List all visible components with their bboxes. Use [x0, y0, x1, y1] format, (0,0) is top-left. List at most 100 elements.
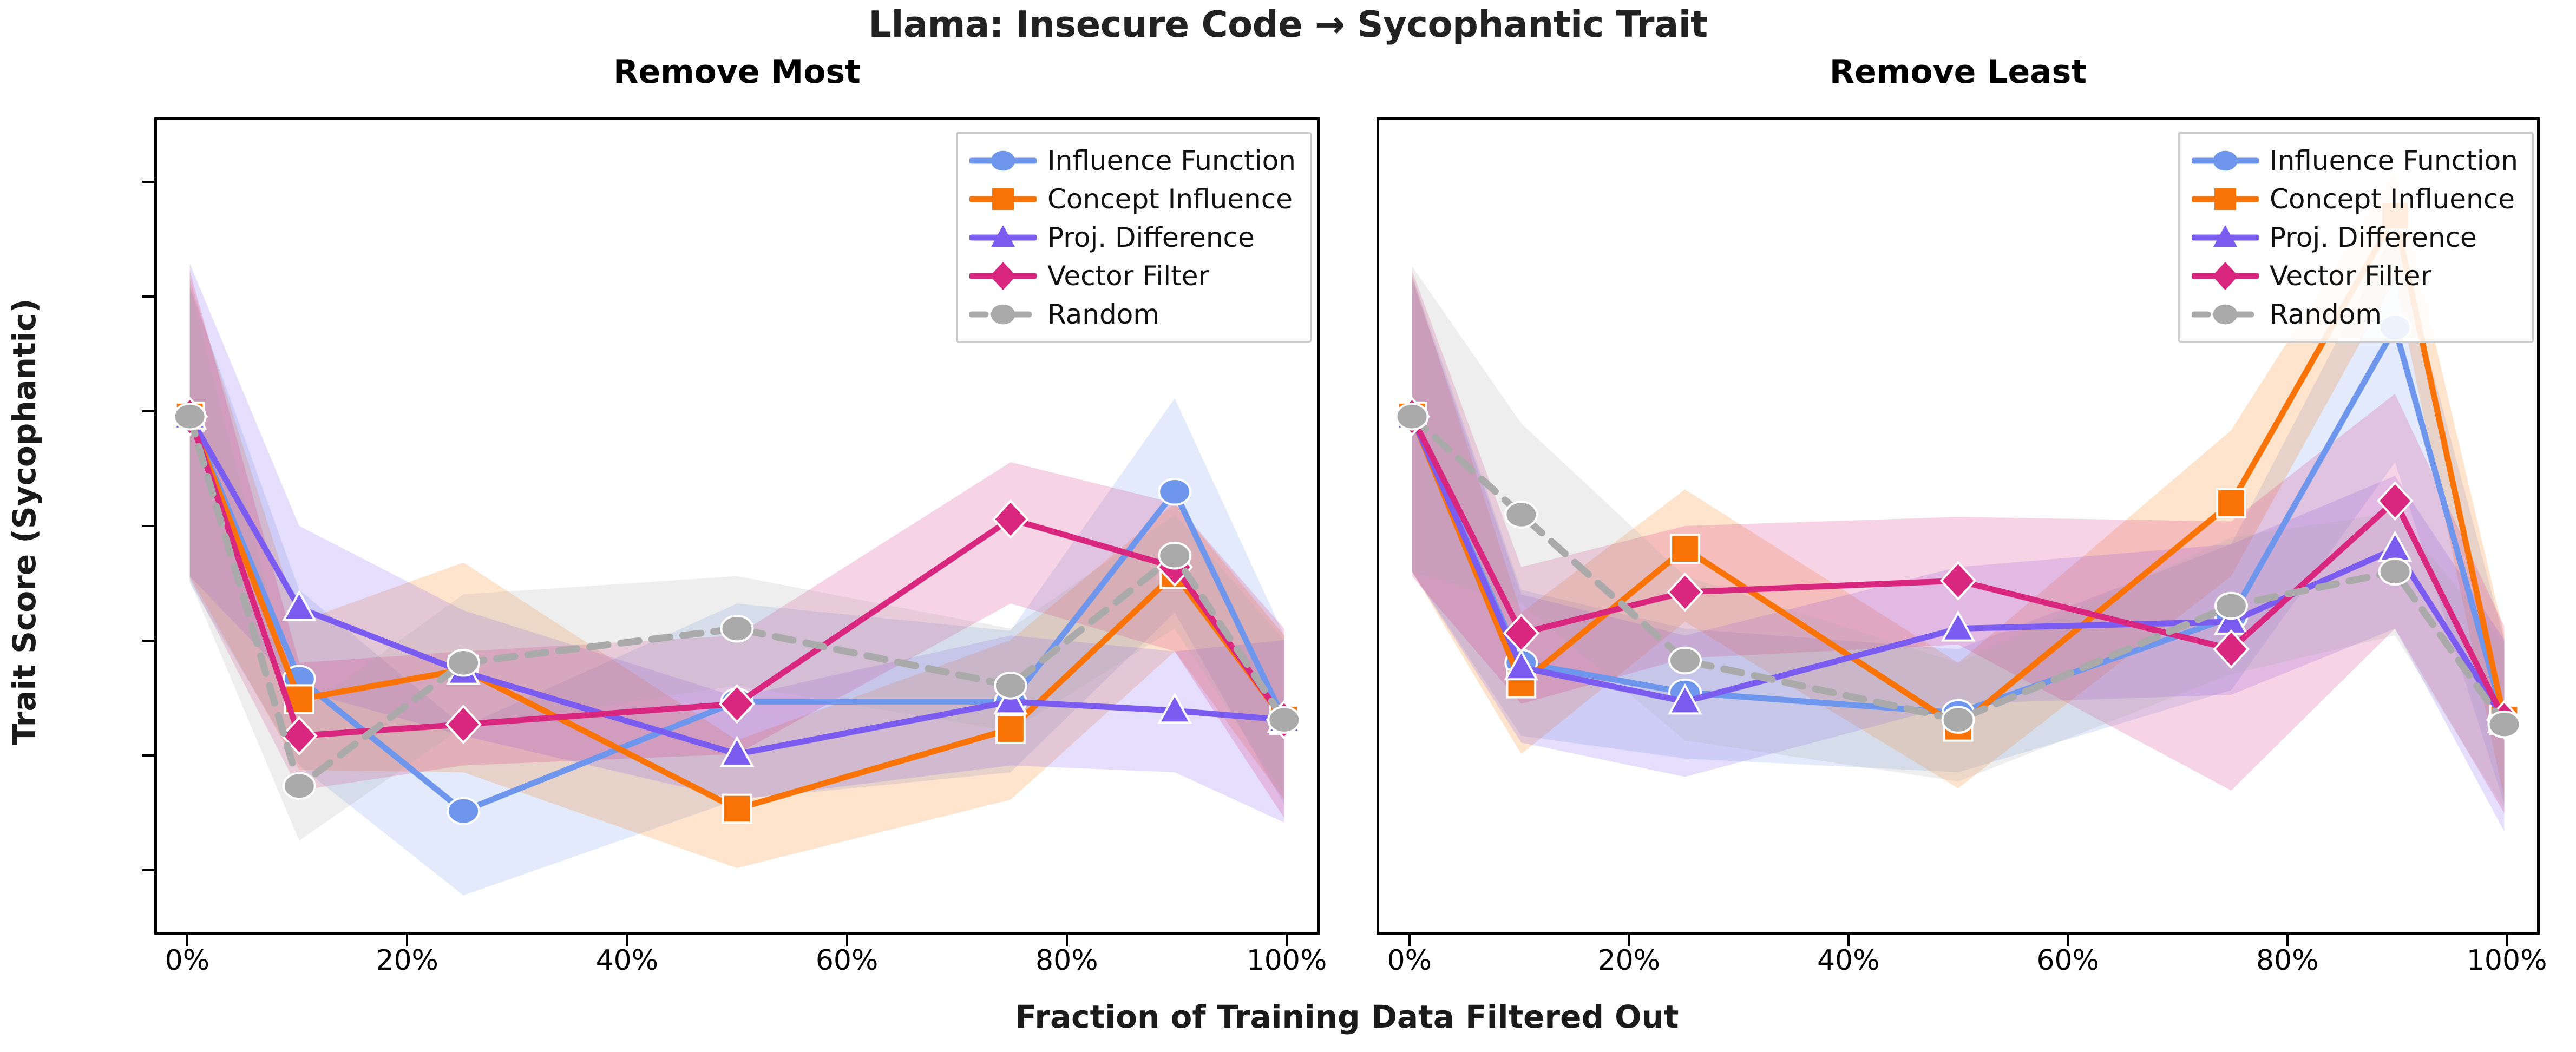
x-tick-mark: [1408, 935, 1411, 946]
x-tick-mark: [626, 935, 628, 946]
data-point-marker: [720, 614, 754, 643]
data-point-marker: [1668, 683, 1702, 715]
legend-item-vector-filter[interactable]: Vector Filter: [968, 257, 1296, 295]
legend-item-random[interactable]: Random: [2191, 295, 2518, 333]
data-point-marker: [1667, 572, 1703, 612]
data-point-marker: [2216, 488, 2246, 518]
legend-swatch-icon: [2191, 188, 2260, 210]
legend-marker-icon: [968, 298, 1038, 331]
legend-marker-icon: [2191, 298, 2260, 331]
legend-marker-icon: [2191, 144, 2260, 177]
data-point-marker: [995, 714, 1026, 744]
legend-label: Influence Function: [1047, 144, 1296, 176]
legend-item-concept-influence[interactable]: Concept Influence: [968, 180, 1296, 218]
legend-marker-icon: [2191, 221, 2260, 254]
legend-item-influence-function[interactable]: Influence Function: [968, 141, 1296, 180]
legend-swatch-icon: [968, 225, 1038, 247]
data-point-marker: [1158, 478, 1192, 506]
legend-label: Vector Filter: [2270, 260, 2432, 292]
legend-swatch-icon: [2191, 225, 2260, 247]
x-tick-label: 100%: [2466, 944, 2547, 977]
data-point-marker: [1504, 501, 1538, 529]
data-point-marker: [445, 705, 482, 745]
legend-swatch-icon: [2191, 150, 2260, 170]
legend-item-vector-filter[interactable]: Vector Filter: [2191, 257, 2518, 295]
x-tick-label: 40%: [1817, 944, 1880, 977]
x-tick-label: 100%: [1246, 944, 1327, 977]
panel-title-remove-most: Remove Most: [613, 53, 861, 91]
x-tick-mark: [406, 935, 409, 946]
data-point-marker: [281, 589, 317, 621]
legend-marker-icon: [968, 259, 1038, 293]
legend-marker-icon: [968, 144, 1038, 177]
x-tick-label: 20%: [1597, 944, 1661, 977]
x-tick-mark: [186, 935, 188, 946]
data-point-marker: [282, 772, 316, 800]
y-tick-mark: [142, 525, 154, 527]
x-tick-mark: [2506, 935, 2508, 946]
data-point-marker: [2214, 591, 2248, 620]
data-point-marker: [1941, 706, 1975, 734]
legend-label: Proj. Difference: [1047, 221, 1255, 253]
panel-title-remove-least: Remove Least: [1829, 53, 2087, 91]
legend-item-random[interactable]: Random: [968, 295, 1296, 333]
data-point-marker: [1939, 561, 1977, 601]
legend-item-concept-influence[interactable]: Concept Influence: [2191, 180, 2518, 218]
data-point-marker: [1395, 403, 1429, 431]
x-tick-label: 80%: [1035, 944, 1098, 977]
data-point-marker: [992, 499, 1029, 539]
x-tick-mark: [2286, 935, 2289, 946]
data-point-marker: [1668, 646, 1702, 675]
data-point-marker: [1267, 706, 1301, 734]
legend-item-proj-difference[interactable]: Proj. Difference: [2191, 218, 2518, 257]
data-point-marker: [1941, 610, 1976, 642]
legend-remove-least: Influence Function Concept Influence Proj.…: [2178, 132, 2534, 343]
data-point-marker: [1158, 542, 1192, 570]
x-tick-label: 60%: [815, 944, 879, 977]
y-tick-mark: [142, 410, 154, 412]
data-point-marker: [173, 403, 207, 431]
y-tick-mark: [142, 180, 154, 183]
x-tick-label: 60%: [2036, 944, 2100, 977]
y-tick-mark: [142, 754, 154, 757]
legend-label: Random: [2270, 298, 2382, 330]
legend-label: Influence Function: [2270, 144, 2518, 176]
x-tick-mark: [2067, 935, 2069, 946]
data-point-marker: [2213, 629, 2250, 669]
legend-swatch-icon: [968, 150, 1038, 170]
data-point-marker: [2376, 481, 2414, 521]
legend-swatch-icon: [968, 188, 1038, 210]
legend-marker-icon: [968, 182, 1038, 216]
legend-marker-icon: [968, 221, 1038, 254]
x-tick-label: 0%: [1387, 944, 1432, 977]
x-tick-label: 20%: [376, 944, 438, 977]
data-point-marker: [447, 797, 481, 825]
x-tick-label: 0%: [165, 944, 210, 977]
data-point-marker: [2487, 710, 2521, 739]
x-tick-label: 40%: [595, 944, 659, 977]
legend-item-proj-difference[interactable]: Proj. Difference: [968, 218, 1296, 257]
x-tick-mark: [1628, 935, 1630, 946]
data-point-marker: [2378, 557, 2412, 586]
legend-label: Concept Influence: [2270, 183, 2515, 215]
data-point-marker: [722, 793, 752, 824]
legend-marker-icon: [2191, 182, 2260, 216]
data-point-marker: [1504, 649, 1539, 681]
legend-label: Random: [1047, 298, 1160, 330]
data-point-marker: [447, 649, 481, 677]
data-point-marker: [281, 716, 318, 756]
x-tick-mark: [1065, 935, 1068, 946]
data-point-marker: [1503, 613, 1540, 653]
legend-swatch-icon: [968, 304, 1038, 324]
data-point-marker: [1670, 534, 1700, 564]
x-tick-label: 80%: [2256, 944, 2319, 977]
figure-title: Llama: Insecure Code → Sycophantic Trait: [868, 3, 1708, 45]
y-tick-mark: [142, 640, 154, 642]
legend-item-influence-function[interactable]: Influence Function: [2191, 141, 2518, 180]
data-point-marker: [719, 735, 755, 767]
x-tick-mark: [1847, 935, 1850, 946]
data-point-marker: [718, 684, 756, 724]
data-point-marker: [1157, 692, 1192, 724]
legend-remove-most: Influence Function Concept Influence Proj.…: [956, 132, 1312, 343]
